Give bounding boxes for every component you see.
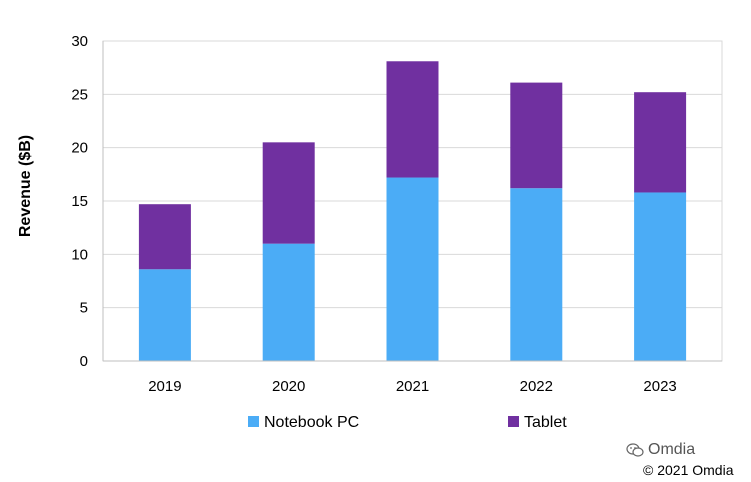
bar-tablet-2022 [510, 82, 563, 189]
legend-label: Notebook PC [264, 414, 359, 431]
legend: Notebook PC Tablet [248, 414, 567, 431]
bars [138, 61, 687, 361]
axes: 0 5 10 15 20 25 30 2019 2020 2021 2022 2023 [71, 33, 722, 395]
bar-notebook-pc-2021 [386, 177, 439, 361]
bar-tablet-2020 [262, 142, 315, 244]
legend-swatch [248, 416, 259, 427]
bar-notebook-pc-2022 [510, 188, 563, 361]
y-axis-title: Revenue ($B) [17, 135, 34, 237]
y-tick-label: 5 [80, 300, 88, 317]
y-tick-label: 15 [71, 193, 88, 210]
bar-notebook-pc-2019 [138, 269, 191, 361]
y-tick-label: 25 [71, 86, 88, 103]
copyright-text: © 2021 Omdia [643, 462, 734, 478]
x-tick-label: 2020 [272, 378, 305, 395]
y-tick-label: 10 [71, 246, 88, 263]
x-tick-label: 2019 [148, 378, 181, 395]
y-tick-label: 0 [80, 353, 88, 370]
legend-swatch [508, 416, 519, 427]
x-tick-label: 2021 [396, 378, 429, 395]
bar-tablet-2023 [634, 92, 687, 193]
x-tick-label: 2022 [520, 378, 553, 395]
legend-label: Tablet [524, 414, 567, 431]
y-tick-label: 20 [71, 140, 88, 157]
x-tick-label: 2023 [643, 378, 676, 395]
bar-tablet-2021 [386, 61, 439, 178]
watermark-text: Omdia [648, 441, 696, 458]
bar-notebook-pc-2020 [262, 243, 315, 361]
y-tick-label: 30 [71, 33, 88, 50]
bar-notebook-pc-2023 [634, 192, 687, 361]
bar-tablet-2019 [138, 204, 191, 270]
wechat-icon [626, 443, 644, 457]
watermark: Omdia [626, 441, 695, 459]
